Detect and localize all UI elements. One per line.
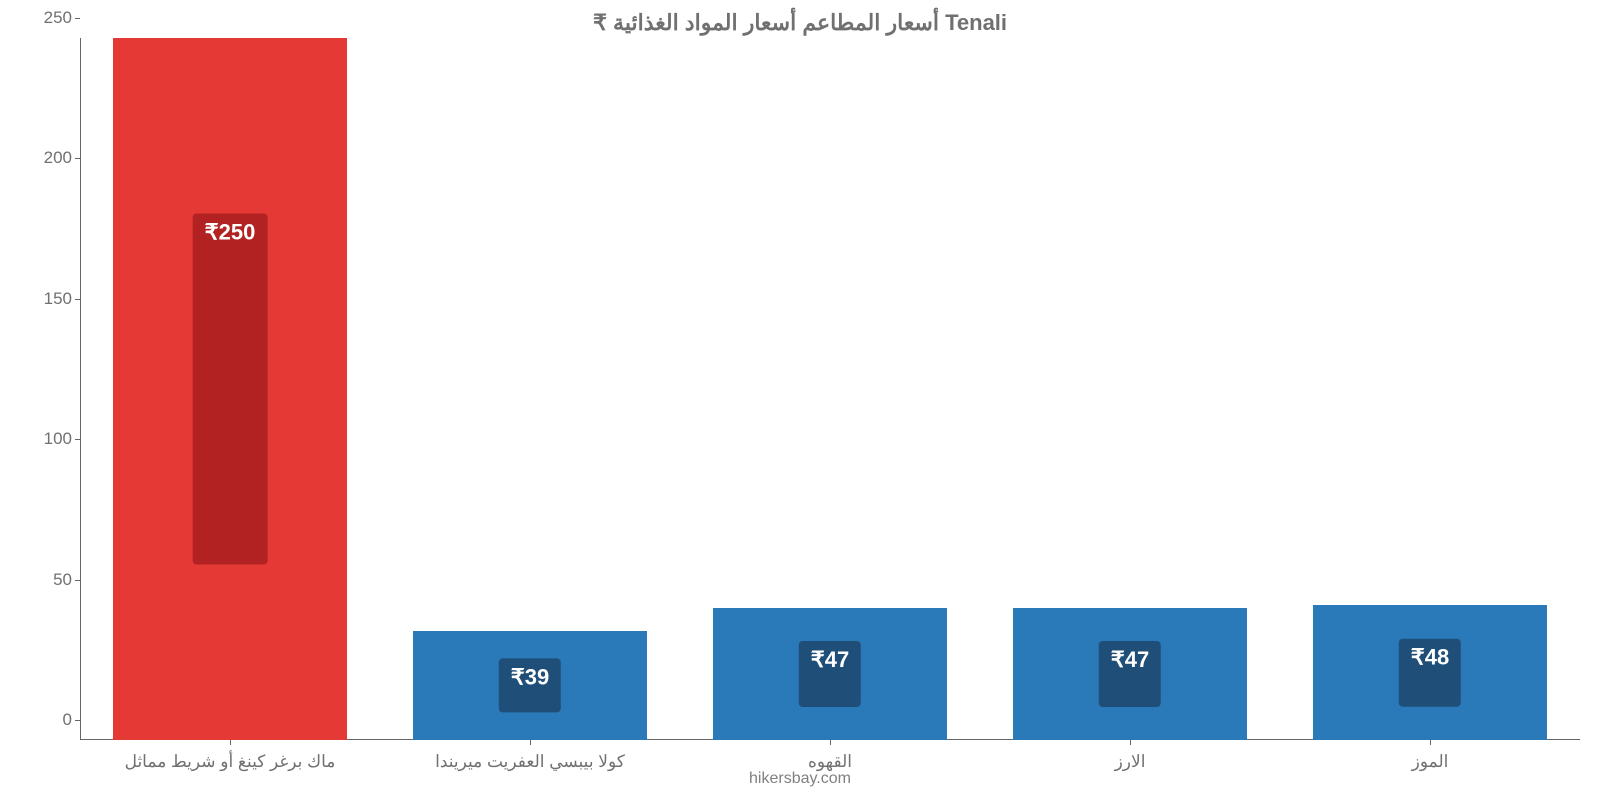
y-tick-label: 250 bbox=[44, 8, 80, 28]
bar: ₹250 bbox=[113, 38, 347, 740]
y-tick-label: 150 bbox=[44, 289, 80, 309]
x-axis-label: كولا بيبسي العفريت ميريندا bbox=[380, 752, 680, 772]
bar-slot: ₹250 bbox=[113, 38, 347, 740]
price-bar-chart: ₹ أسعار المطاعم أسعار المواد الغذائية Te… bbox=[0, 0, 1600, 800]
x-axis-label: الارز bbox=[980, 752, 1280, 772]
y-tick-label: 200 bbox=[44, 148, 80, 168]
x-tick bbox=[1430, 740, 1431, 745]
chart-credit: hikersbay.com bbox=[0, 770, 1600, 788]
bars-container: ₹250 ₹39 ₹47 ₹47 ₹48 bbox=[80, 38, 1580, 740]
bar-slot: ₹39 bbox=[413, 38, 647, 740]
bar: ₹39 bbox=[413, 631, 647, 741]
value-label: ₹250 bbox=[193, 214, 268, 565]
x-tick bbox=[230, 740, 231, 745]
bar: ₹47 bbox=[1013, 608, 1247, 740]
x-axis-label: ماك برغر كينغ أو شريط مماثل bbox=[80, 752, 380, 772]
value-label: ₹48 bbox=[1399, 639, 1461, 706]
x-axis-label: الموز bbox=[1280, 752, 1580, 772]
bar-slot: ₹47 bbox=[1013, 38, 1247, 740]
y-tick-label: 50 bbox=[53, 570, 80, 590]
value-label: ₹47 bbox=[799, 641, 861, 707]
y-tick-label: 0 bbox=[63, 710, 80, 730]
bar: ₹47 bbox=[713, 608, 947, 740]
bar-slot: ₹47 bbox=[713, 38, 947, 740]
value-label: ₹39 bbox=[499, 658, 561, 713]
chart-title: ₹ أسعار المطاعم أسعار المواد الغذائية Te… bbox=[0, 10, 1600, 36]
x-tick bbox=[830, 740, 831, 745]
bar: ₹48 bbox=[1313, 605, 1547, 740]
plot-area: ₹250₹39₹47₹47₹48 050100150200250ماك برغر… bbox=[80, 38, 1580, 740]
y-tick-label: 100 bbox=[44, 429, 80, 449]
x-tick bbox=[530, 740, 531, 745]
x-axis-label: القهوه bbox=[680, 752, 980, 772]
bar-slot: ₹48 bbox=[1313, 38, 1547, 740]
x-tick bbox=[1130, 740, 1131, 745]
value-label: ₹47 bbox=[1099, 641, 1161, 707]
